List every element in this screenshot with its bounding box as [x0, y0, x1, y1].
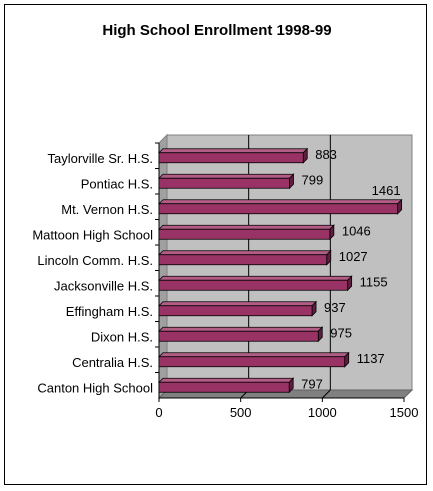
category-label: Dixon H.S. [91, 329, 153, 344]
data-label: 799 [302, 172, 324, 187]
bar [158, 254, 328, 266]
chart-frame: High School Enrollment 1998-99 0 500 1000 1… [4, 4, 427, 485]
bar [158, 381, 290, 393]
bar-top-face [158, 301, 318, 307]
bar [158, 228, 331, 240]
bar [158, 177, 290, 189]
category-label: Canton High School [37, 380, 153, 395]
data-label: 883 [315, 147, 337, 162]
bar-top-face [158, 250, 332, 256]
plot-area: 0 500 1000 1500 Canton High School 797 Central… [32, 133, 419, 420]
bar-top-face [158, 224, 335, 230]
category-label: Taylorville Sr. H.S. [48, 151, 153, 166]
category-label: Jacksonville H.S. [54, 278, 153, 293]
category-label: Pontiac H.S. [81, 176, 153, 191]
bar [158, 305, 313, 317]
data-label: 975 [330, 325, 352, 340]
bar [158, 152, 304, 164]
x-tick-label: 1500 [390, 405, 419, 420]
chart-title: High School Enrollment 1998-99 [102, 22, 331, 39]
bar-top-face [158, 148, 309, 154]
bar-top-face [158, 377, 295, 383]
category-label: Lincoln Comm. H.S. [37, 253, 153, 268]
gridline-floor [321, 389, 331, 399]
category-label: Mattoon High School [32, 227, 153, 242]
bar-top-face [158, 352, 350, 358]
x-tick-label: 500 [230, 405, 252, 420]
x-tick-label: 0 [155, 405, 162, 420]
category-label: Centralia H.S. [72, 355, 153, 370]
bar-top-face [158, 199, 403, 205]
x-tick-label: 1000 [308, 405, 337, 420]
data-label: 937 [324, 300, 346, 315]
category-label: Effingham H.S. [66, 304, 153, 319]
data-label: 1027 [339, 249, 368, 264]
bar-top-face [158, 275, 353, 281]
bar-top-face [158, 326, 324, 332]
bar [158, 330, 319, 342]
data-label: 1461 [372, 183, 401, 198]
data-label: 797 [301, 376, 323, 391]
bar-top-face [158, 173, 295, 179]
data-label: 1137 [357, 351, 385, 366]
data-label: 1155 [360, 274, 388, 289]
enrollment-bar-chart: High School Enrollment 1998-99 0 500 1000 1… [32, 22, 419, 420]
bar [158, 279, 349, 291]
bar [158, 203, 399, 215]
category-label: Mt. Vernon H.S. [61, 202, 153, 217]
data-label: 1046 [342, 223, 371, 238]
bar [158, 356, 346, 368]
